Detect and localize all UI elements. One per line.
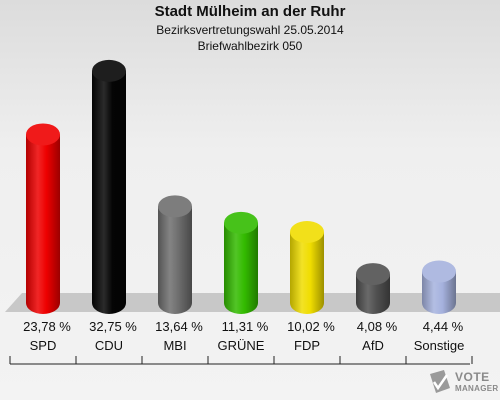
category-label-cdu: CDU — [95, 338, 123, 353]
bar-top-gruene — [224, 211, 258, 234]
value-label-cdu: 32,75 % — [89, 319, 137, 334]
category-label-sonstige: Sonstige — [414, 338, 465, 353]
bar-sonstige — [422, 260, 456, 314]
chart-subtitle: Bezirksvertretungswahl 25.05.2014 — [156, 23, 344, 37]
bar-body-mbi — [158, 206, 192, 314]
value-label-gruene: 11,31 % — [222, 319, 269, 334]
bar-body-sonstige — [422, 271, 456, 314]
value-label-fdp: 10,02 % — [287, 319, 335, 334]
category-label-afd: AfD — [362, 338, 384, 353]
value-label-sonstige: 4,44 % — [423, 319, 464, 334]
value-label-mbi: 13,64 % — [155, 319, 203, 334]
category-label-gruene: GRÜNE — [218, 338, 265, 353]
bar-group — [26, 59, 456, 314]
bar-mbi — [158, 195, 192, 314]
x-axis-ticks — [9, 356, 473, 364]
category-label-spd: SPD — [30, 338, 57, 353]
label-group: 23,78 % SPD 32,75 % CDU 13,64 % MBI 11,31 % GRÜ… — [23, 319, 464, 353]
logo-text-vote: VOTE — [455, 370, 490, 384]
bar-body-fdp — [290, 231, 324, 314]
bar-top-mbi — [158, 195, 192, 218]
chart-district: Briefwahlbezirk 050 — [197, 39, 303, 53]
value-label-spd: 23,78 % — [23, 319, 71, 334]
bar-body-spd — [26, 134, 60, 314]
chart-title: Stadt Mülheim an der Ruhr — [154, 3, 346, 20]
bar-cdu — [92, 59, 126, 314]
bar-gruene — [224, 211, 258, 314]
bar-top-cdu — [92, 59, 126, 82]
category-label-mbi: MBI — [163, 338, 186, 353]
value-label-afd: 4,08 % — [357, 319, 398, 334]
ballot-check-icon — [430, 370, 450, 393]
bar-spd — [26, 123, 60, 314]
bar-body-cdu — [92, 70, 126, 314]
bar-fdp — [290, 220, 324, 314]
bar-top-afd — [356, 263, 390, 286]
bar-body-afd — [356, 274, 390, 314]
bar-top-sonstige — [422, 260, 456, 283]
bar-top-spd — [26, 123, 60, 146]
category-label-fdp: FDP — [294, 338, 320, 353]
logo-text-manager: MANAGER — [455, 384, 499, 393]
bar-afd — [356, 263, 390, 314]
vote-manager-logo: VOTE MANAGER — [427, 367, 499, 397]
bar-body-gruene — [224, 222, 258, 314]
bar-top-fdp — [290, 220, 324, 243]
